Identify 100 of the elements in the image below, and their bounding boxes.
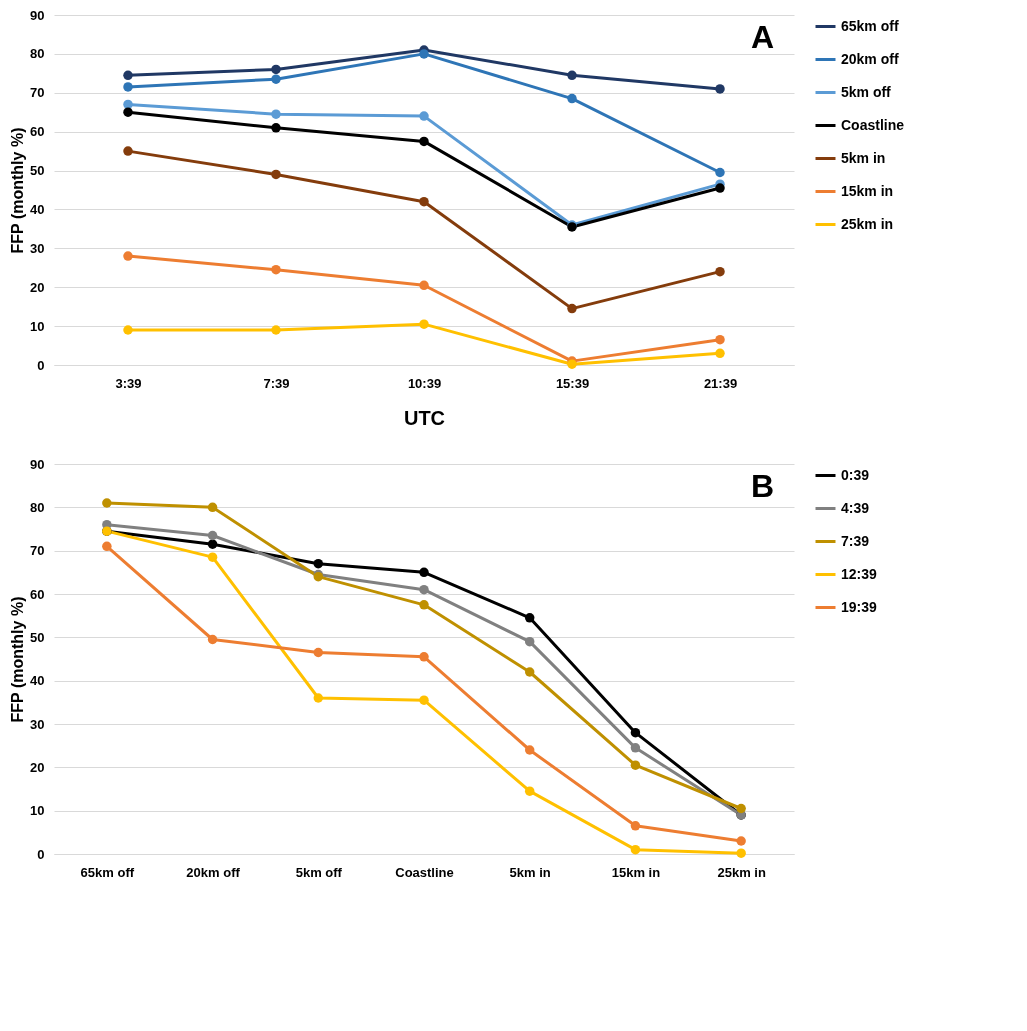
point xyxy=(419,584,429,595)
x-tick-label: 15:39 xyxy=(555,375,590,391)
point xyxy=(524,636,535,647)
legend-label: 20km off xyxy=(841,50,899,67)
point xyxy=(715,348,725,359)
legend-label: 4:39 xyxy=(841,499,870,516)
point xyxy=(524,786,535,796)
point xyxy=(419,652,429,662)
point xyxy=(736,836,746,846)
point xyxy=(419,600,429,610)
legend-label: 5km off xyxy=(841,83,892,100)
point xyxy=(271,325,281,335)
x-tick-label: 7:39 xyxy=(263,375,290,391)
point xyxy=(715,334,725,345)
point xyxy=(524,745,535,755)
point xyxy=(715,84,725,94)
point xyxy=(123,107,133,117)
legend-label: 7:39 xyxy=(841,532,870,549)
point xyxy=(715,167,725,178)
point xyxy=(419,567,429,578)
y-tick-label: 10 xyxy=(30,803,45,819)
point xyxy=(419,136,429,147)
y-tick-label: 70 xyxy=(30,543,45,559)
legend-label: 12:39 xyxy=(841,565,878,582)
point xyxy=(123,146,133,156)
point xyxy=(419,280,429,291)
point xyxy=(271,74,281,84)
point xyxy=(567,93,577,104)
x-tick-label: Coastline xyxy=(395,864,454,880)
point xyxy=(123,82,133,92)
y-tick-label: 70 xyxy=(30,85,45,101)
point xyxy=(567,303,577,314)
x-tick-label: 10:39 xyxy=(407,375,442,391)
x-tick-label: 5km in xyxy=(509,864,551,880)
y-tick-label: 80 xyxy=(30,499,45,515)
point xyxy=(630,727,641,738)
x-tick-label: 21:39 xyxy=(703,375,738,391)
point xyxy=(715,183,725,193)
legend-label: 19:39 xyxy=(841,598,878,615)
y-tick-label: 60 xyxy=(30,586,45,602)
point xyxy=(419,695,429,705)
point xyxy=(102,541,112,552)
y-tick-label: 40 xyxy=(30,201,45,217)
point xyxy=(271,123,281,133)
point xyxy=(524,667,535,677)
point xyxy=(630,743,641,753)
point xyxy=(736,803,746,814)
point xyxy=(715,266,725,277)
point xyxy=(123,251,133,261)
point xyxy=(271,264,281,275)
y-tick-label: 20 xyxy=(30,759,45,775)
y-tick-label: 20 xyxy=(30,279,45,295)
point xyxy=(419,196,429,207)
point xyxy=(207,634,218,645)
y-tick-label: 90 xyxy=(30,7,45,23)
point xyxy=(207,530,218,541)
point xyxy=(123,325,133,335)
x-tick-label: 25km in xyxy=(717,864,766,880)
y-tick-label: 10 xyxy=(30,318,45,334)
point xyxy=(419,111,429,121)
point xyxy=(313,693,324,703)
legend-label: 5km in xyxy=(841,149,886,166)
legend-label: 65km off xyxy=(841,17,899,34)
x-tick-label: 15km in xyxy=(611,864,661,880)
point xyxy=(630,760,641,770)
point xyxy=(123,99,133,110)
point xyxy=(736,848,746,858)
point xyxy=(419,49,429,59)
y-tick-label: 60 xyxy=(30,124,45,140)
point xyxy=(630,821,641,831)
y-tick-label: 90 xyxy=(30,456,45,472)
point xyxy=(207,552,218,562)
point xyxy=(524,613,535,623)
y-axis-title: FFP (monthly %) xyxy=(9,596,27,723)
point xyxy=(207,502,218,513)
point xyxy=(102,498,112,508)
y-tick-label: 0 xyxy=(37,846,45,862)
y-tick-label: 30 xyxy=(30,716,45,732)
y-tick-label: 30 xyxy=(30,240,45,256)
x-tick-label: 20km off xyxy=(186,864,241,880)
point xyxy=(419,319,429,329)
chart-title: B xyxy=(750,468,774,504)
point xyxy=(630,844,641,855)
point xyxy=(313,558,324,569)
legend-label: 25km in xyxy=(841,215,894,232)
legend-label: 15km in xyxy=(841,182,894,199)
point xyxy=(567,70,577,81)
y-tick-label: 50 xyxy=(30,163,45,179)
x-axis-title: UTC xyxy=(403,406,446,429)
point xyxy=(123,70,133,81)
point xyxy=(207,539,218,549)
legend-label: Coastline xyxy=(841,116,905,133)
y-tick-label: 0 xyxy=(37,357,45,373)
x-tick-label: 65km off xyxy=(80,864,135,880)
y-tick-label: 80 xyxy=(30,46,45,62)
y-tick-label: 40 xyxy=(30,673,45,689)
x-tick-label: 3:39 xyxy=(115,375,142,391)
y-tick-label: 50 xyxy=(30,629,45,645)
point xyxy=(313,647,324,658)
x-tick-label: 5km off xyxy=(295,864,343,880)
